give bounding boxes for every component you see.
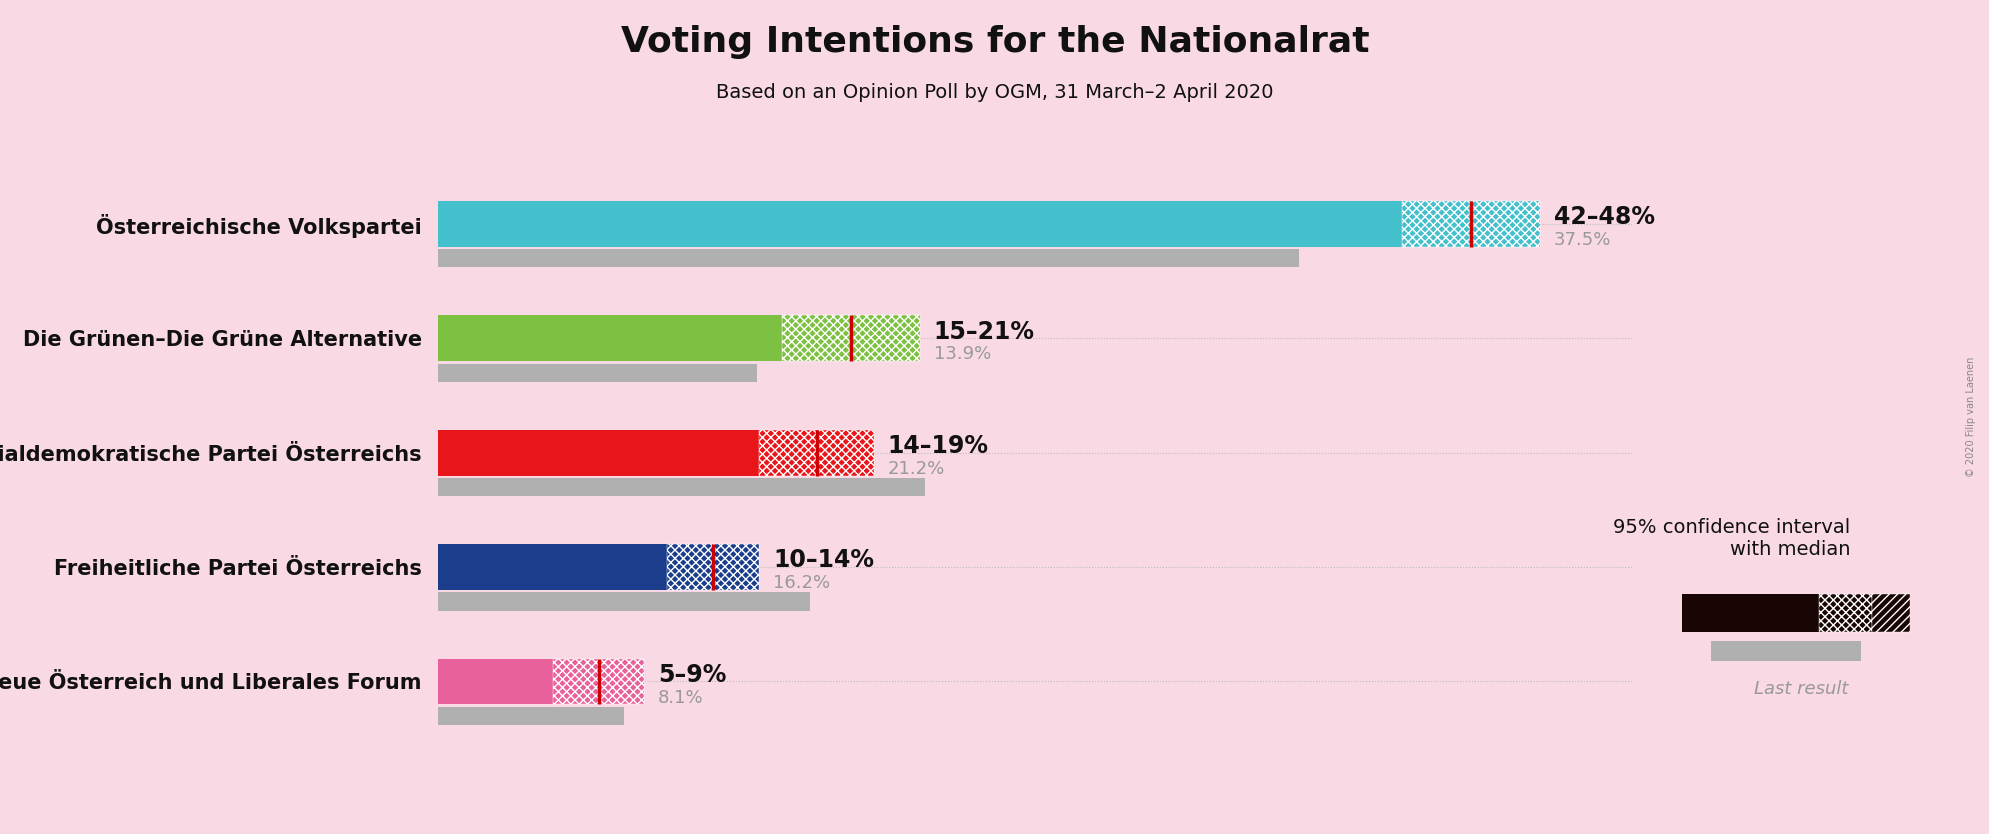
Bar <box>438 249 1299 268</box>
Text: 10–14%: 10–14% <box>772 548 873 572</box>
Text: 5–9%: 5–9% <box>658 663 726 686</box>
Bar <box>438 430 760 475</box>
Bar <box>438 201 1402 247</box>
Bar <box>1402 201 1539 247</box>
Text: Voting Intentions for the Nationalrat: Voting Intentions for the Nationalrat <box>621 25 1368 59</box>
Text: 8.1%: 8.1% <box>658 689 704 706</box>
Text: 21.2%: 21.2% <box>887 460 945 478</box>
Text: 95% confidence interval
with median: 95% confidence interval with median <box>1613 518 1850 559</box>
Bar <box>553 659 644 705</box>
Bar <box>438 478 925 496</box>
Bar <box>438 592 810 610</box>
Bar <box>1681 594 1818 632</box>
Text: 13.9%: 13.9% <box>933 345 991 364</box>
Bar <box>760 430 873 475</box>
Bar <box>438 364 756 382</box>
Bar <box>782 315 919 361</box>
Bar <box>438 315 782 361</box>
Bar <box>666 545 760 590</box>
Text: 14–19%: 14–19% <box>887 434 989 458</box>
Bar <box>438 545 666 590</box>
Text: 37.5%: 37.5% <box>1553 231 1611 249</box>
Bar <box>1872 594 1909 632</box>
Text: Last result: Last result <box>1752 680 1848 698</box>
Text: Based on an Opinion Poll by OGM, 31 March–2 April 2020: Based on an Opinion Poll by OGM, 31 Marc… <box>716 83 1273 103</box>
Bar <box>1818 594 1872 632</box>
Bar <box>1711 641 1860 661</box>
Text: 16.2%: 16.2% <box>772 574 829 592</box>
Text: 15–21%: 15–21% <box>933 319 1034 344</box>
Bar <box>438 706 623 725</box>
Text: 42–48%: 42–48% <box>1553 205 1655 229</box>
Text: © 2020 Filip van Laenen: © 2020 Filip van Laenen <box>1965 357 1975 477</box>
Bar <box>438 659 553 705</box>
